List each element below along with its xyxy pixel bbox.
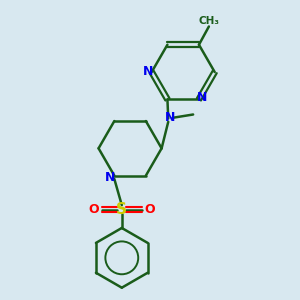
Text: S: S <box>116 202 127 217</box>
Text: N: N <box>104 171 115 184</box>
Text: CH₃: CH₃ <box>198 16 219 26</box>
Text: N: N <box>142 65 153 78</box>
Text: N: N <box>164 111 175 124</box>
Text: O: O <box>145 203 155 216</box>
Text: N: N <box>197 92 207 104</box>
Text: O: O <box>88 203 99 216</box>
